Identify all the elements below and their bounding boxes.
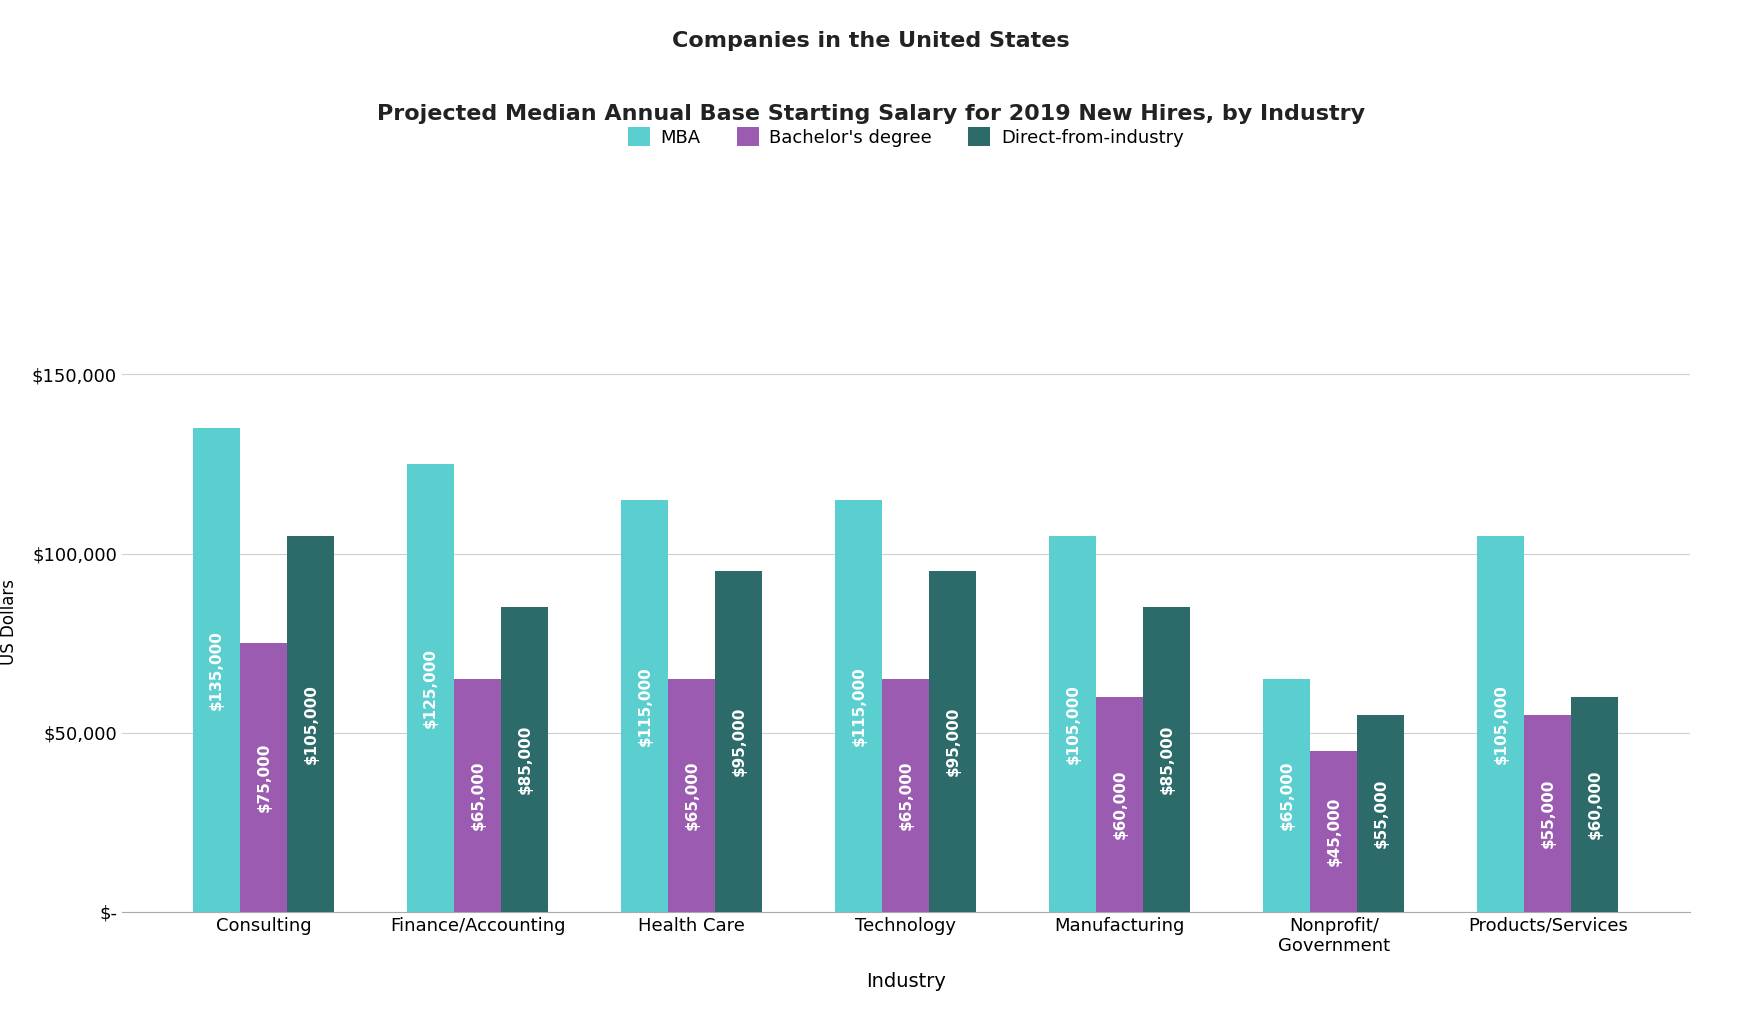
Bar (930, 572, 977, 912)
Text: $85,000: $85,000 (517, 725, 533, 795)
Text: Projected Median Annual Base Starting Salary for 2019 New Hires, by Industry: Projected Median Annual Base Starting Sa… (376, 104, 1366, 123)
Text: $75,000: $75,000 (256, 743, 272, 812)
Text: $135,000: $135,000 (209, 630, 225, 710)
Text: $65,000: $65,000 (1279, 760, 1294, 830)
Bar (669, 679, 716, 912)
Text: Companies in the United States: Companies in the United States (672, 31, 1070, 51)
Bar (193, 428, 240, 912)
Bar (1357, 715, 1404, 912)
X-axis label: Industry: Industry (866, 972, 946, 991)
Text: $115,000: $115,000 (852, 666, 866, 746)
Text: $95,000: $95,000 (946, 707, 960, 776)
Text: $105,000: $105,000 (1066, 684, 1080, 764)
Text: $125,000: $125,000 (423, 648, 439, 728)
Text: $55,000: $55,000 (1540, 778, 1556, 847)
Legend: MBA, Bachelor's degree, Direct-from-industry: MBA, Bachelor's degree, Direct-from-indu… (620, 120, 1192, 154)
Bar (881, 679, 930, 912)
Text: $115,000: $115,000 (638, 666, 652, 746)
Bar (834, 499, 881, 912)
Text: $60,000: $60,000 (1587, 770, 1603, 839)
Y-axis label: US Dollars: US Dollars (0, 578, 17, 665)
Bar (1096, 697, 1143, 912)
Bar (1049, 536, 1096, 912)
Bar (1143, 607, 1190, 912)
Text: $65,000: $65,000 (899, 760, 913, 830)
Bar (287, 536, 334, 912)
Text: $65,000: $65,000 (470, 760, 486, 830)
Bar (1477, 536, 1524, 912)
Text: $45,000: $45,000 (1326, 797, 1341, 866)
Bar (1571, 697, 1618, 912)
Bar (716, 572, 763, 912)
Text: $55,000: $55,000 (1373, 778, 1388, 847)
Bar (1524, 715, 1571, 912)
Bar (408, 464, 455, 912)
Bar (622, 499, 669, 912)
Text: $85,000: $85,000 (1160, 725, 1174, 795)
Bar (502, 607, 549, 912)
Bar (1310, 750, 1357, 912)
Text: $105,000: $105,000 (303, 684, 319, 764)
Text: $95,000: $95,000 (732, 707, 746, 776)
Text: $65,000: $65,000 (685, 760, 699, 830)
Text: $105,000: $105,000 (1493, 684, 1509, 764)
Bar (1263, 679, 1310, 912)
Bar (240, 643, 287, 912)
Text: $60,000: $60,000 (1113, 770, 1127, 839)
Bar (455, 679, 502, 912)
